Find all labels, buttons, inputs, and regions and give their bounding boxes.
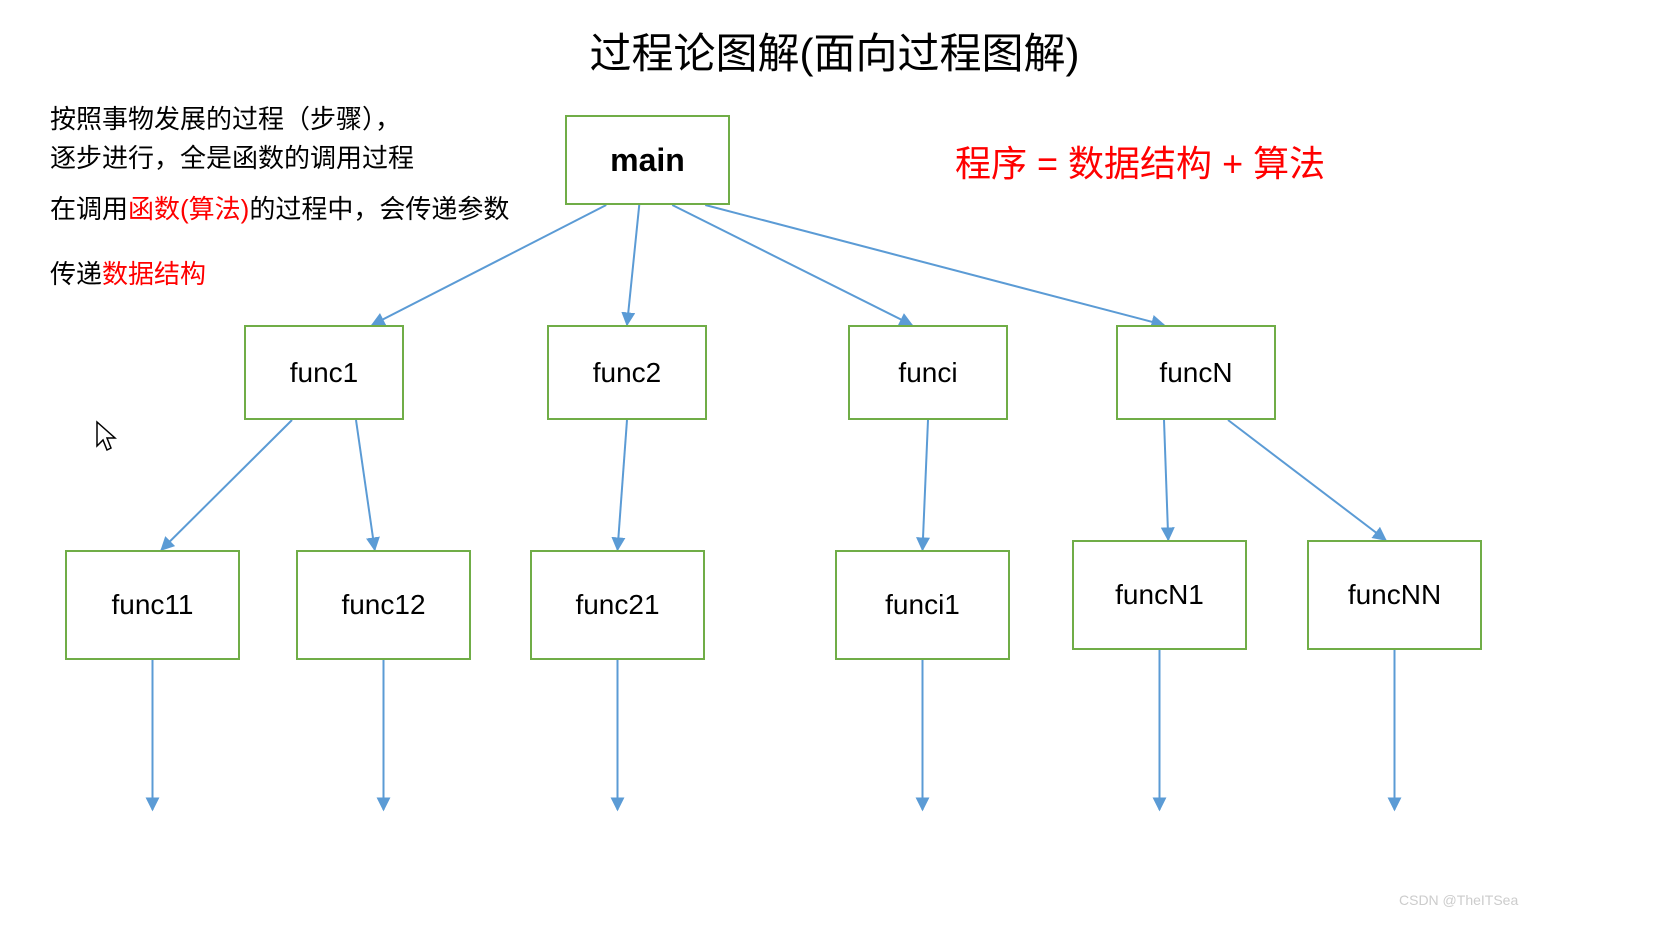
formula-eq: = (1037, 143, 1068, 184)
node-func12: func12 (296, 550, 471, 660)
node-funcN: funcN (1116, 325, 1276, 420)
node-func21: func21 (530, 550, 705, 660)
desc3-pre: 传递 (50, 259, 102, 289)
edge (1228, 420, 1386, 540)
edge (356, 420, 375, 550)
edge (1164, 420, 1168, 540)
edge (672, 205, 912, 325)
desc3-red: 数据结构 (102, 259, 206, 289)
node-func2: func2 (547, 325, 707, 420)
desc2-red: 函数(算法) (128, 194, 249, 224)
page-title: 过程论图解(面向过程图解) (0, 20, 1669, 81)
formula-plus: + (1222, 143, 1253, 184)
formula-pre: 程序 (955, 143, 1037, 184)
description-line-2: 在调用函数(算法)的过程中，会传递参数 (50, 190, 509, 229)
node-funci: funci (848, 325, 1008, 420)
node-funci1: funci1 (835, 550, 1010, 660)
description-line-3: 传递数据结构 (50, 255, 206, 294)
formula: 程序 = 数据结构 + 算法 (955, 135, 1325, 187)
node-funcN1: funcN1 (1072, 540, 1247, 650)
edge (627, 205, 639, 325)
desc-line-1b: 逐步进行，全是函数的调用过程 (50, 143, 414, 173)
edge (618, 420, 628, 550)
watermark: CSDN @TheITSea (1399, 892, 1518, 908)
description-lines: 按照事物发展的过程（步骤）， 逐步进行，全是函数的调用过程 (50, 100, 414, 178)
desc2-pre: 在调用 (50, 194, 128, 224)
formula-mid: 数据结构 (1068, 143, 1222, 184)
node-func11: func11 (65, 550, 240, 660)
desc-line-1a: 按照事物发展的过程（步骤）， (50, 104, 401, 134)
node-funcNN: funcNN (1307, 540, 1482, 650)
node-main: main (565, 115, 730, 205)
formula-post: 算法 (1253, 143, 1325, 184)
desc2-post: 的过程中，会传递参数 (249, 194, 509, 224)
node-func1: func1 (244, 325, 404, 420)
cursor-icon (95, 420, 119, 452)
edge (923, 420, 929, 550)
edge (705, 205, 1164, 325)
edge (161, 420, 292, 550)
